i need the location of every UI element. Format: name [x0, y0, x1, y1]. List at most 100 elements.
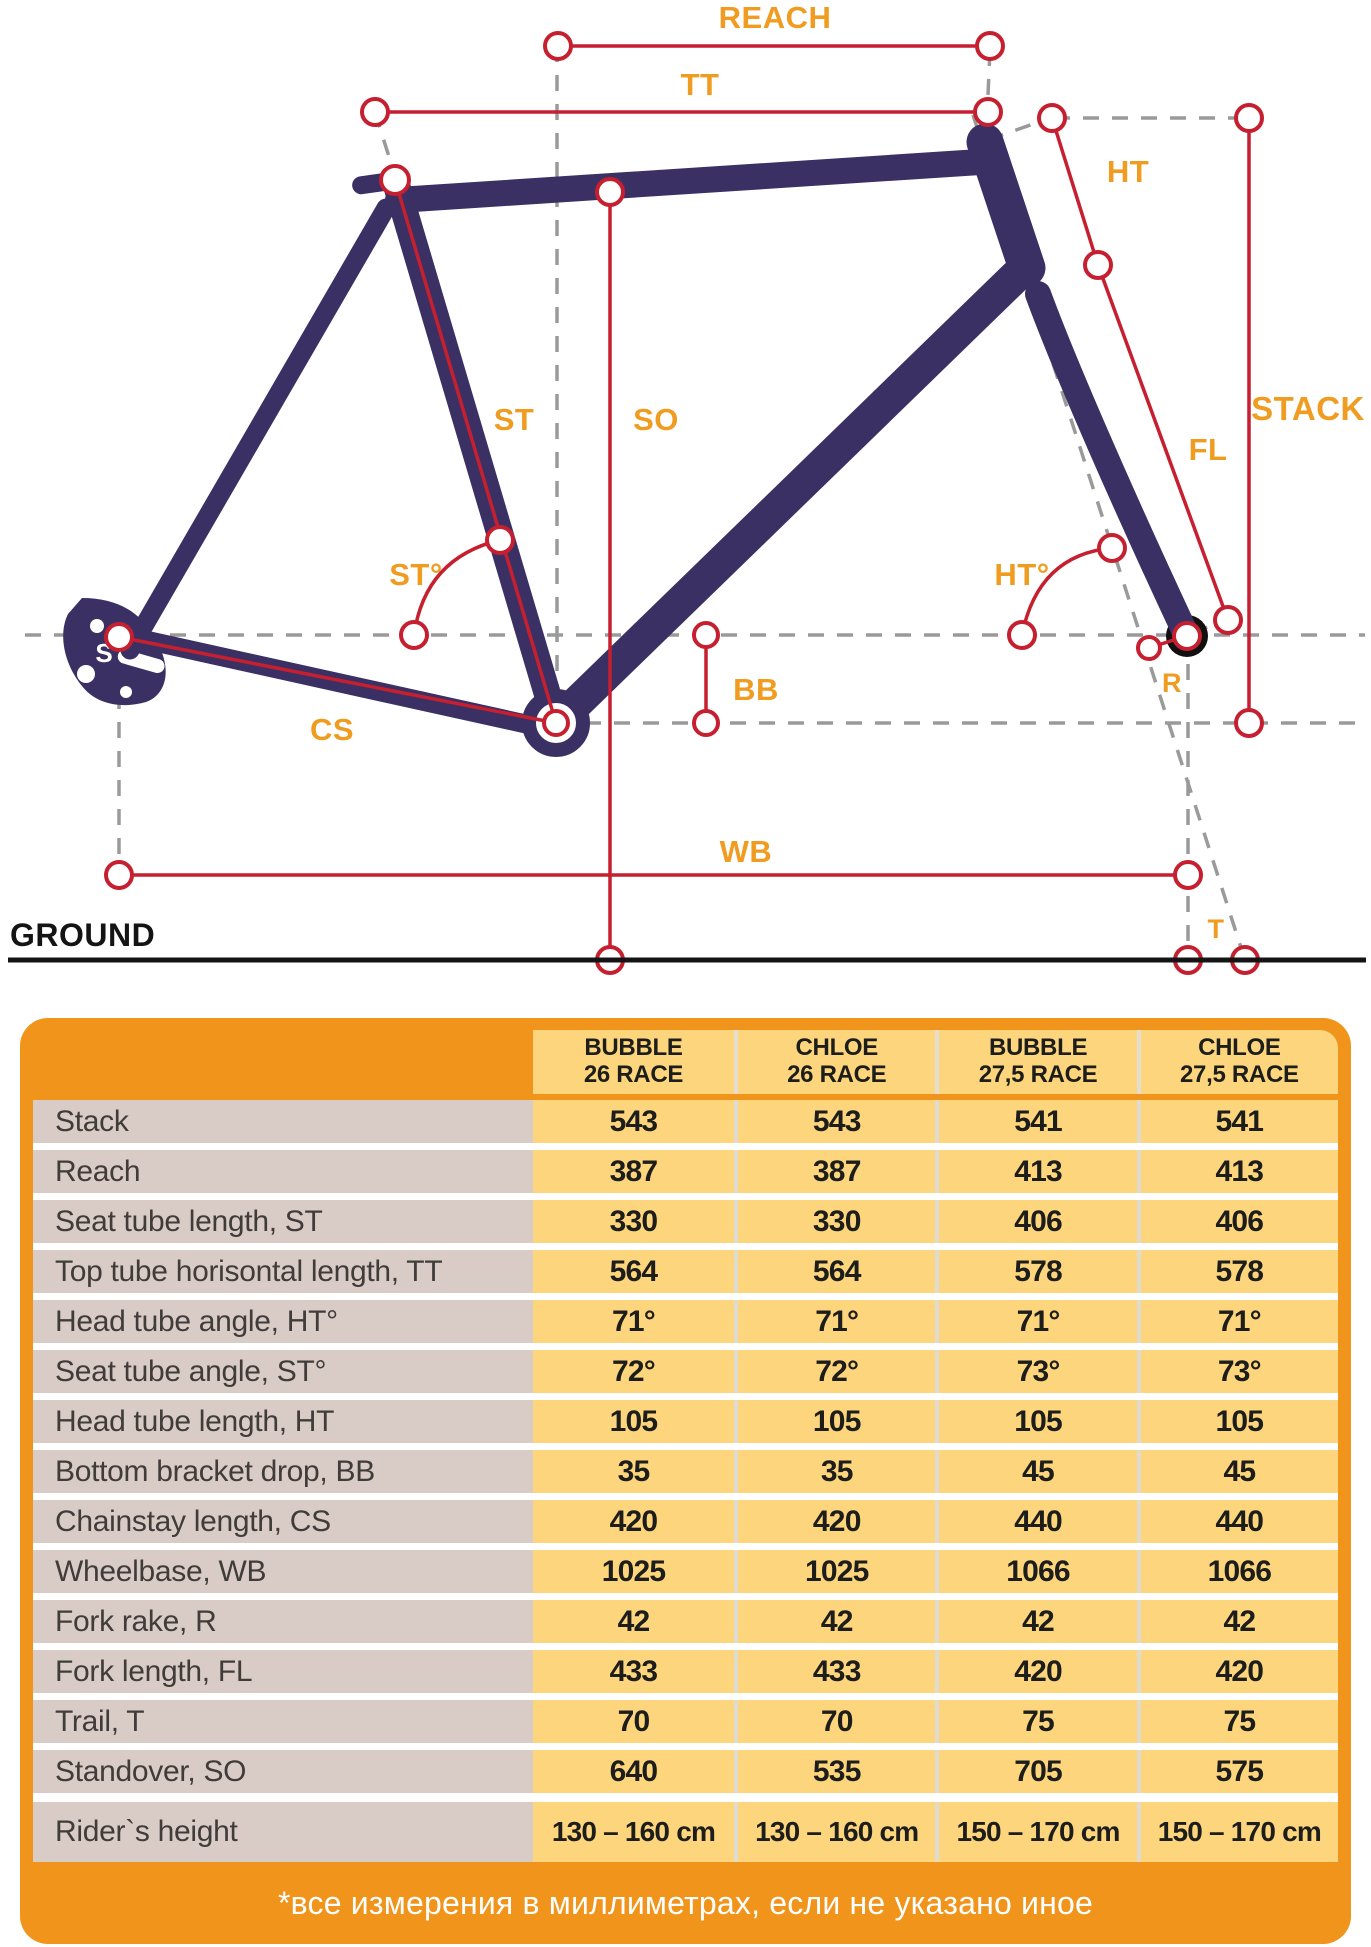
fl-line	[1096, 264, 1230, 621]
table-row: Stack 543 543 541 541	[33, 1100, 1338, 1143]
tt-label: TT	[681, 67, 720, 102]
spec-value: 72°	[532, 1350, 735, 1393]
spec-value: 45	[1136, 1450, 1338, 1493]
spec-value: 70	[734, 1700, 936, 1743]
spec-value: 420	[532, 1500, 735, 1543]
spec-value: 45	[935, 1450, 1137, 1493]
table-row: Reach 387 387 413 413	[33, 1150, 1338, 1193]
spec-value: 1025	[532, 1550, 735, 1593]
spec-value: 42	[734, 1600, 936, 1643]
table-row: Fork rake, R 42 42 42 42	[33, 1600, 1338, 1643]
spec-value: 541	[935, 1100, 1137, 1143]
reach-headtube-dashed	[984, 49, 992, 141]
trail-label: T	[1208, 914, 1225, 944]
wb-left-point	[104, 860, 134, 890]
model-name: CHLOE	[795, 1034, 879, 1062]
spec-label: Fork length, FL	[33, 1650, 533, 1693]
tt-right-point	[973, 97, 1003, 127]
spec-value: 71°	[532, 1300, 735, 1343]
model-size: 27,5 RACE	[978, 1061, 1098, 1088]
spec-value: 330	[532, 1200, 735, 1243]
spec-value: 1066	[935, 1550, 1137, 1593]
spec-value: 71°	[734, 1300, 936, 1343]
seat-stay	[120, 198, 396, 660]
spec-value: 420	[734, 1500, 936, 1543]
bb-top-point	[692, 621, 720, 649]
down-tube	[539, 259, 1033, 740]
bb-label: BB	[733, 672, 779, 707]
st-top-point	[379, 164, 411, 196]
spec-label: Chainstay length, CS	[33, 1500, 533, 1543]
spec-value: 543	[532, 1100, 735, 1143]
spec-label: Bottom bracket drop, BB	[33, 1450, 533, 1493]
measurement-lines	[118, 44, 1251, 962]
spec-value: 1025	[734, 1550, 936, 1593]
spec-value: 42	[935, 1600, 1137, 1643]
table-row: Standover, SO 640 535 705 575	[33, 1750, 1338, 1793]
table-row: Fork length, FL 433 433 420 420	[33, 1650, 1338, 1693]
spec-value: 42	[532, 1600, 735, 1643]
top-tube	[385, 149, 993, 213]
spec-value: 150 – 170 cm	[1136, 1802, 1338, 1862]
spec-value: 105	[734, 1400, 936, 1443]
cs-line	[118, 635, 557, 725]
spec-value: 35	[532, 1450, 735, 1493]
spec-value: 440	[935, 1500, 1137, 1543]
spec-label: Seat tube angle, ST°	[33, 1350, 533, 1393]
rear-axle-point	[104, 622, 134, 652]
tt-left-point	[360, 97, 390, 127]
spec-value: 541	[1136, 1100, 1338, 1143]
spec-value: 420	[935, 1650, 1137, 1693]
spec-label: Seat tube length, ST	[33, 1200, 533, 1243]
spec-value: 150 – 170 cm	[935, 1802, 1137, 1862]
spec-value: 72°	[734, 1350, 936, 1393]
spec-value: 705	[935, 1750, 1137, 1793]
column-header-chloe-26: CHLOE 26 RACE	[734, 1030, 936, 1094]
measurement-points	[104, 31, 1264, 975]
spec-value: 105	[935, 1400, 1137, 1443]
spec-value: 406	[1136, 1200, 1338, 1243]
ht-angle-vertex-point	[1007, 620, 1037, 650]
table-row: Head tube length, HT 105 105 105 105	[33, 1400, 1338, 1443]
spec-label: Stack	[33, 1100, 533, 1143]
spec-value: 578	[935, 1250, 1137, 1293]
spec-value: 42	[1136, 1600, 1338, 1643]
bike-geometry-svg: S	[8, 0, 1366, 975]
so-label: SO	[633, 402, 679, 437]
ht-label: HT	[1107, 154, 1149, 189]
table-header-row: BUBBLE 26 RACE CHLOE 26 RACE BUBBLE 27,5…	[33, 1030, 1338, 1094]
table-footnote: *все измерения в миллиметрах, если не ук…	[20, 1862, 1351, 1944]
spec-value: 71°	[935, 1300, 1137, 1343]
table-row: Seat tube length, ST 330 330 406 406	[33, 1200, 1338, 1243]
stack-label: STACK	[1251, 390, 1365, 427]
table-row: Trail, T 70 70 75 75	[33, 1700, 1338, 1743]
spec-value: 130 – 160 cm	[532, 1802, 735, 1862]
spec-value: 73°	[1136, 1350, 1338, 1393]
head-tube	[966, 123, 1046, 287]
spec-value: 75	[935, 1700, 1137, 1743]
fl-bottom-point	[1213, 605, 1243, 635]
table-row: Bottom bracket drop, BB 35 35 45 45	[33, 1450, 1338, 1493]
ht-angle-arc	[1020, 546, 1113, 636]
spec-value: 413	[1136, 1150, 1338, 1193]
wb-right-point	[1173, 860, 1203, 890]
spec-value: 440	[1136, 1500, 1338, 1543]
ht-bottom-point	[1083, 250, 1113, 280]
model-size: 26 RACE	[787, 1061, 887, 1088]
spec-label: Trail, T	[33, 1700, 533, 1743]
dropout-hole-small	[120, 686, 132, 698]
bb-center-point	[542, 709, 570, 737]
st-angle-tube-point	[485, 525, 515, 555]
spec-value: 575	[1136, 1750, 1338, 1793]
st-label: ST	[494, 402, 535, 437]
dropout-hole-bottom	[77, 665, 95, 683]
table-row: Wheelbase, WB 1025 1025 1066 1066	[33, 1550, 1338, 1593]
reach-left-point	[543, 31, 573, 61]
rake-point	[1136, 635, 1162, 661]
so-top-point	[595, 177, 625, 207]
spec-value: 543	[734, 1100, 936, 1143]
column-header-bubble-275: BUBBLE 27,5 RACE	[935, 1030, 1137, 1094]
spec-value: 1066	[1136, 1550, 1338, 1593]
stack-bottom-point	[1234, 708, 1264, 738]
spec-label: Head tube angle, HT°	[33, 1300, 533, 1343]
